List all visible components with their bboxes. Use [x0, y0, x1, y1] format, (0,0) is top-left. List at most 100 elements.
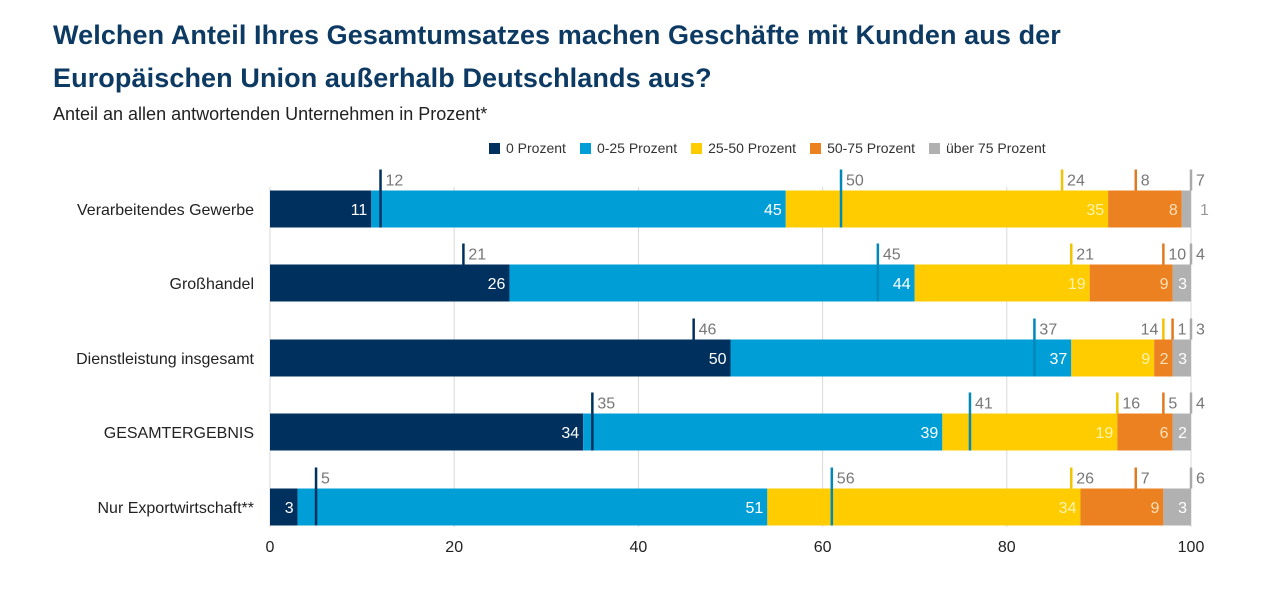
previous-value-label: 50 — [846, 173, 864, 190]
legend-swatch — [579, 142, 591, 154]
bar-segment — [270, 264, 510, 302]
legend-swatch — [489, 142, 500, 154]
segment-value-label: 3 — [285, 500, 294, 517]
bar-segment — [942, 413, 1118, 451]
legend: 0 Prozent 0-25 Prozent 25-50 Prozent 50-75 … — [489, 140, 1046, 156]
segment-value-label: 26 — [488, 276, 506, 293]
legend-item: 50-75 Prozent — [810, 140, 915, 156]
bar-segment — [1172, 413, 1191, 451]
segment-value-label: 2 — [1160, 351, 1169, 368]
previous-value-label: 24 — [1067, 173, 1085, 190]
segment-value-label: 37 — [1049, 351, 1067, 368]
legend-swatch — [810, 142, 822, 154]
segment-value-label: 6 — [1160, 425, 1169, 442]
previous-value-label: 35 — [597, 396, 615, 413]
previous-value-label: 6 — [1196, 471, 1205, 488]
title-line-2: Europäischen Union außerhalb Deutschland… — [53, 63, 712, 93]
bar-segment — [270, 190, 372, 228]
previous-value-label: 12 — [386, 173, 404, 190]
previous-value-label: 8 — [1141, 173, 1150, 190]
previous-value-label: 10 — [1168, 247, 1186, 264]
segment-value-label: 19 — [1068, 276, 1086, 293]
previous-value-label: 7 — [1141, 471, 1150, 488]
bar-segment — [1108, 190, 1182, 228]
segment-value-label: 45 — [764, 202, 782, 219]
legend-item: 0 Prozent — [489, 140, 566, 156]
segment-value-label: 19 — [1096, 425, 1114, 442]
segment-value-label: 51 — [746, 500, 764, 517]
segment-value-label: 11 — [351, 202, 368, 219]
segment-value-label: 9 — [1141, 351, 1150, 368]
bar-segment — [371, 190, 786, 228]
previous-value-label: 21 — [1076, 247, 1094, 264]
category-label: Nur Exportwirtschaft** — [98, 500, 255, 517]
bar-segment — [1089, 264, 1173, 302]
segment-value-label: 9 — [1150, 500, 1159, 517]
previous-value-label: 56 — [837, 471, 855, 488]
bar-segment — [1163, 488, 1191, 526]
bar-segment — [1172, 339, 1191, 377]
previous-value-label: 1 — [1178, 322, 1187, 339]
segment-value-label: 39 — [921, 425, 939, 442]
segment-value-label: 34 — [1059, 500, 1077, 517]
bar-segment — [914, 264, 1090, 302]
x-tick-label: 60 — [814, 539, 832, 556]
bar-segment — [1181, 190, 1191, 228]
legend-swatch — [929, 142, 941, 154]
segment-value-label: 2 — [1178, 425, 1187, 442]
previous-value-label: 46 — [699, 322, 717, 339]
x-tick-label: 100 — [1178, 539, 1205, 556]
previous-value-label: 41 — [975, 396, 993, 413]
previous-value-label: 5 — [1168, 396, 1177, 413]
legend-label: 25-50 Prozent — [708, 140, 797, 156]
bar-segment — [270, 413, 584, 451]
x-tick-label: 0 — [266, 539, 275, 556]
category-label: Dienstleistung insgesamt — [76, 351, 254, 368]
legend-item: über 75 Prozent — [929, 140, 1046, 156]
bar-segment — [1117, 413, 1173, 451]
bar-segment — [1080, 488, 1164, 526]
bar-segment — [1071, 339, 1155, 377]
previous-value-label: 14 — [1141, 322, 1159, 339]
segment-value-label: 34 — [561, 425, 579, 442]
segment-value-label: 1 — [1200, 202, 1209, 219]
bar-segment — [297, 488, 768, 526]
legend-label: 50-75 Prozent — [827, 140, 916, 156]
chart-subtitle: Anteil an allen antwortenden Unternehmen… — [53, 104, 488, 124]
previous-value-label: 21 — [468, 247, 486, 264]
x-tick-label: 80 — [998, 539, 1016, 556]
bar-segment — [270, 488, 298, 526]
previous-value-label: 16 — [1122, 396, 1140, 413]
previous-value-label: 5 — [321, 471, 330, 488]
previous-value-label: 37 — [1039, 322, 1057, 339]
previous-value-label: 4 — [1196, 247, 1205, 264]
title-line-1: Welchen Anteil Ihres Gesamtumsatzes mach… — [53, 20, 1061, 50]
segment-value-label: 8 — [1169, 202, 1178, 219]
legend-swatch — [691, 142, 703, 154]
category-label: Großhandel — [170, 276, 255, 293]
legend-label: 0-25 Prozent — [596, 140, 678, 156]
category-label: Verarbeitendes Gewerbe — [77, 202, 254, 219]
chart-title: Welchen Anteil Ihres Gesamtumsatzes mach… — [53, 14, 1061, 100]
bar-segment — [1154, 339, 1173, 377]
x-tick-label: 40 — [630, 539, 648, 556]
bar-segment — [583, 413, 943, 451]
segment-value-label: 44 — [893, 276, 911, 293]
bar-segment — [1172, 264, 1191, 302]
legend-label: über 75 Prozent — [946, 140, 1046, 156]
bar-segment — [270, 339, 731, 377]
legend-item: 25-50 Prozent — [691, 140, 796, 156]
previous-value-label: 26 — [1076, 471, 1094, 488]
segment-value-label: 3 — [1178, 500, 1187, 517]
bar-segment — [785, 190, 1109, 228]
segment-value-label: 9 — [1160, 276, 1169, 293]
category-label: GESAMTERGEBNIS — [104, 425, 254, 442]
previous-value-label: 3 — [1196, 322, 1205, 339]
legend-label: 0 Prozent — [506, 140, 566, 156]
bar-segment — [767, 488, 1081, 526]
segment-value-label: 3 — [1178, 276, 1187, 293]
previous-value-label: 45 — [883, 247, 901, 264]
x-tick-label: 20 — [445, 539, 463, 556]
segment-value-label: 35 — [1086, 202, 1104, 219]
